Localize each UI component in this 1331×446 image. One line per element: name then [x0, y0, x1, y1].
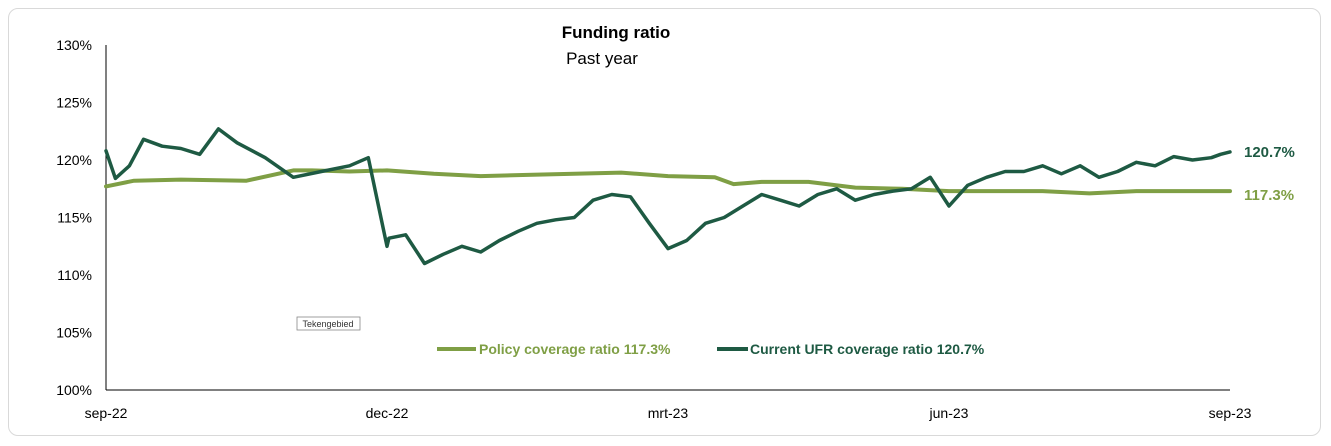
y-tick-label: 115%	[57, 210, 92, 226]
series-layer	[104, 127, 1232, 266]
y-tick-label: 130%	[56, 37, 92, 53]
legend-label: Policy coverage ratio 117.3%	[479, 341, 671, 357]
legend: Policy coverage ratio 117.3% Current UFR …	[437, 341, 985, 357]
end-labels: 117.3% 120.7%	[1244, 144, 1295, 204]
drawing-area-label: Tekengebied	[302, 319, 353, 329]
x-tick-labels: sep-22 dec-22 mrt-23 jun-23 sep-23	[85, 405, 1252, 421]
x-tick-label: jun-23	[929, 405, 969, 421]
x-tick-label: sep-22	[85, 405, 128, 421]
end-label-policy: 117.3%	[1244, 187, 1294, 204]
y-tick-label: 120%	[56, 152, 92, 168]
chart-frame	[8, 8, 1321, 436]
drawing-area-box	[296, 316, 361, 331]
y-tick-label: 110%	[57, 267, 92, 283]
drawing-area-marker: Tekengebied	[296, 316, 361, 331]
chart-subtitle: Past year	[566, 49, 638, 68]
y-tick-label: 125%	[56, 95, 92, 111]
series-line-current-ufr-coverage	[104, 127, 1232, 266]
x-tick-label: dec-22	[366, 405, 409, 421]
series-line-policy-coverage	[104, 168, 1232, 196]
legend-label: Current UFR coverage ratio 120.7%	[750, 341, 985, 357]
y-tick-label: 105%	[56, 325, 92, 341]
y-tick-labels: 100% 105% 110% 115% 120% 125% 130%	[56, 37, 92, 398]
chart-title: Funding ratio	[562, 23, 671, 42]
y-tick-label: 100%	[56, 382, 92, 398]
x-tick-label: mrt-23	[648, 405, 689, 421]
end-label-current-ufr: 120.7%	[1244, 144, 1295, 161]
x-tick-label: sep-23	[1209, 405, 1252, 421]
